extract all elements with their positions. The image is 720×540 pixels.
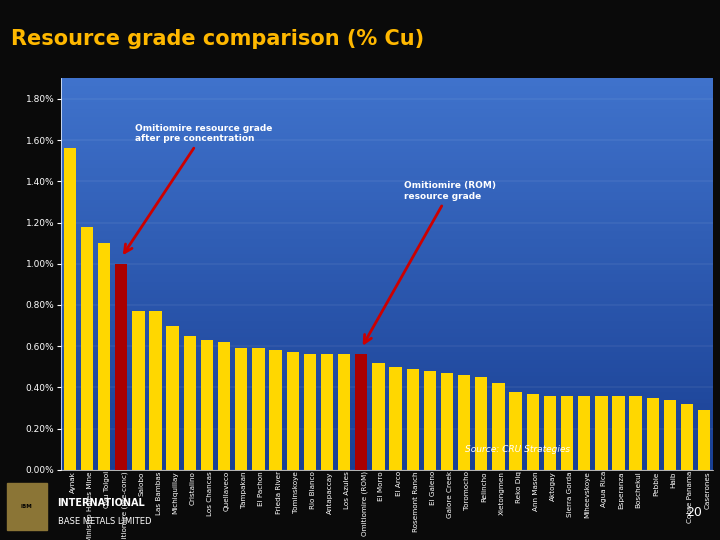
Bar <box>115 264 127 470</box>
Bar <box>423 371 436 470</box>
Bar <box>561 396 573 470</box>
Bar <box>664 400 676 470</box>
Bar <box>201 340 213 470</box>
Bar <box>304 354 316 470</box>
Bar <box>475 377 487 470</box>
Bar <box>98 243 110 470</box>
Bar <box>544 396 556 470</box>
Bar <box>681 404 693 470</box>
Bar <box>338 354 351 470</box>
Bar <box>647 397 659 470</box>
Text: Omitiomire (ROM)
resource grade: Omitiomire (ROM) resource grade <box>364 181 496 343</box>
Bar <box>184 336 196 470</box>
Text: 20: 20 <box>686 507 702 519</box>
Bar <box>355 354 367 470</box>
Bar <box>63 148 76 470</box>
Bar <box>595 396 608 470</box>
Bar <box>526 394 539 470</box>
Bar <box>629 396 642 470</box>
Bar <box>81 227 93 470</box>
Text: Resource grade comparison (% Cu): Resource grade comparison (% Cu) <box>11 29 424 49</box>
Bar <box>218 342 230 470</box>
Bar <box>149 311 162 470</box>
Bar <box>252 348 264 470</box>
Text: INTERNATIONAL: INTERNATIONAL <box>58 498 145 508</box>
Bar <box>372 363 384 470</box>
Bar <box>132 311 145 470</box>
Bar <box>287 353 299 470</box>
Bar <box>578 396 590 470</box>
Bar <box>235 348 248 470</box>
Text: Source: CRU Strategies: Source: CRU Strategies <box>465 445 570 454</box>
Bar <box>612 396 625 470</box>
Bar <box>321 354 333 470</box>
Bar <box>390 367 402 470</box>
Bar <box>510 392 522 470</box>
Bar <box>492 383 505 470</box>
Text: Omitiomire resource grade
after pre concentration: Omitiomire resource grade after pre conc… <box>125 124 272 253</box>
Bar <box>698 410 711 470</box>
Text: BASE METALS LIMITED: BASE METALS LIMITED <box>58 517 151 525</box>
Bar <box>441 373 453 470</box>
Bar <box>166 326 179 470</box>
Bar <box>269 350 282 470</box>
Text: IBM: IBM <box>21 504 32 509</box>
Bar <box>407 369 419 470</box>
Bar <box>458 375 470 470</box>
Bar <box>7 483 47 530</box>
